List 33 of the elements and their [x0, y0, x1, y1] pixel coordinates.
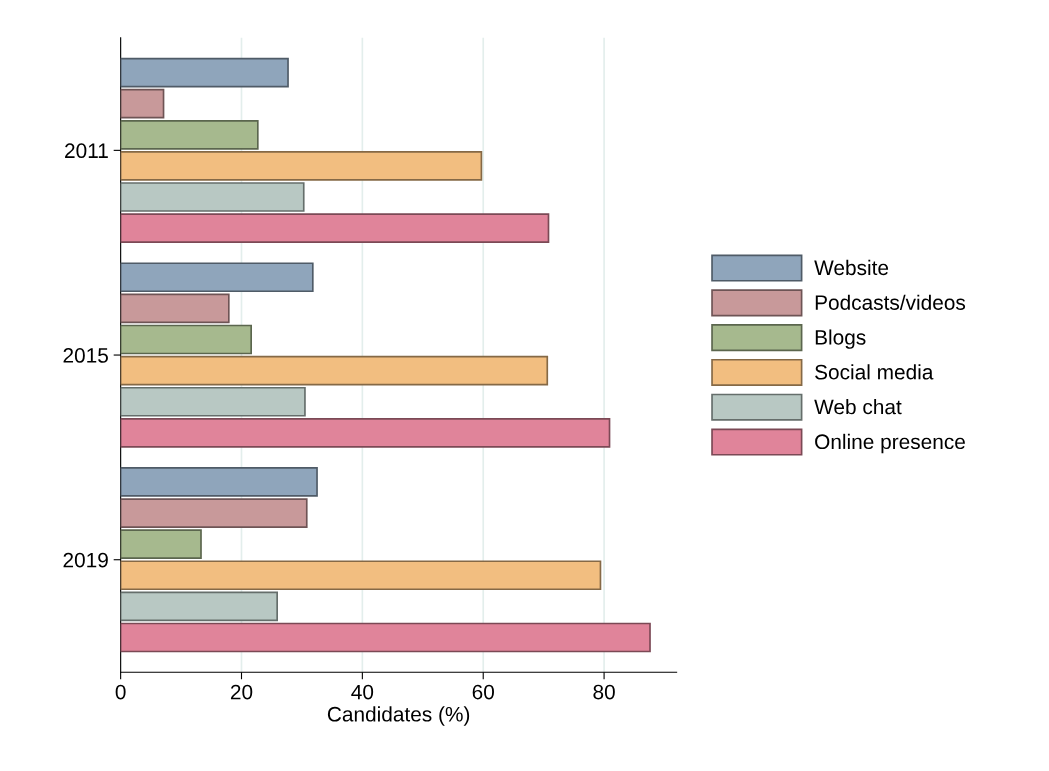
- bar: [120, 355, 549, 386]
- bar: [120, 119, 259, 150]
- x-tick-label: 0: [115, 684, 126, 700]
- bar: [120, 262, 314, 293]
- bar: [120, 324, 253, 355]
- bar: [120, 529, 202, 560]
- bar: [120, 417, 611, 448]
- x-tick-label: 80: [593, 684, 615, 700]
- legend-label: Podcasts/videos: [815, 294, 966, 310]
- legend-label: Social media: [815, 364, 934, 380]
- bar: [120, 467, 318, 497]
- x-tick-label: 40: [351, 684, 374, 700]
- x-tick-label: 60: [472, 684, 494, 700]
- legend-label: Online presence: [815, 433, 965, 454]
- legend-label: Blogs: [815, 329, 866, 349]
- bar: [120, 591, 278, 622]
- bar: [120, 182, 305, 212]
- y-tick-label: 2011: [65, 143, 108, 159]
- x-axis-title: Candidates (%): [327, 706, 470, 726]
- bar: [120, 498, 308, 528]
- legend-label: Website: [814, 259, 889, 276]
- y-tick-label: 2015: [63, 348, 108, 363]
- bar: [120, 386, 306, 417]
- bar: [120, 213, 550, 243]
- bar: [120, 622, 651, 653]
- bar: [120, 560, 602, 591]
- bar: [120, 57, 289, 88]
- legend-label: Web chat: [814, 399, 902, 415]
- x-tick-label: 20: [230, 684, 253, 700]
- bar: [120, 151, 483, 181]
- bar: [120, 88, 165, 119]
- bar: [120, 293, 230, 324]
- y-tick-label: 2019: [63, 552, 108, 568]
